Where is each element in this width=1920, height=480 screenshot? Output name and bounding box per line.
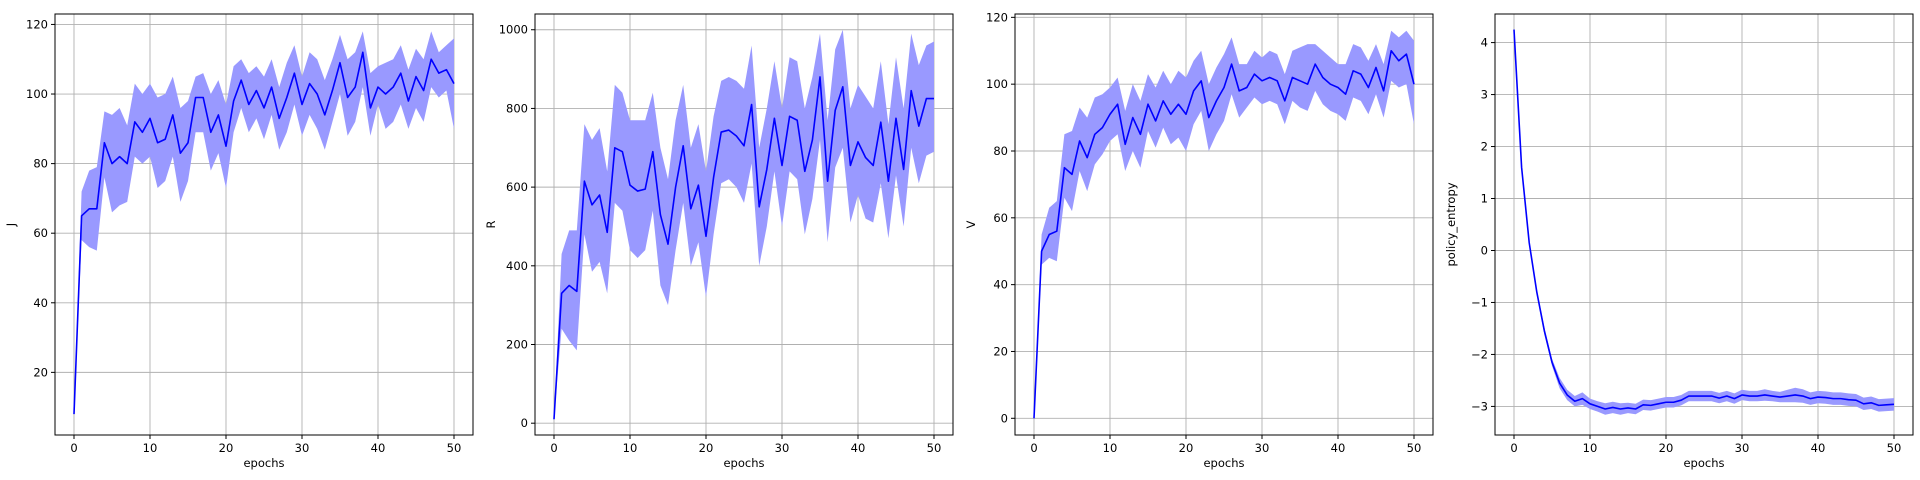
x-tick-label: 50	[447, 441, 462, 455]
plot-frame	[54, 13, 474, 436]
x-tick-label: 0	[1030, 441, 1037, 455]
x-tick-label: 50	[1407, 441, 1422, 455]
x-tick-label: 40	[1331, 441, 1346, 455]
y-tick-label: 100	[26, 87, 48, 101]
y-tick-label: 40	[993, 278, 1008, 292]
y-tick-label: 0	[1481, 243, 1488, 257]
y-tick-label: 200	[506, 338, 528, 352]
y-tick-label: 20	[33, 365, 48, 379]
x-tick-label: 20	[1179, 441, 1194, 455]
x-tick-label: 20	[699, 441, 714, 455]
y-tick-label: 40	[33, 296, 48, 310]
y-tick-label: −3	[1471, 399, 1488, 413]
plot-frame	[1494, 13, 1914, 436]
x-tick-label: 10	[623, 441, 638, 455]
x-axis-label: epochs	[723, 456, 764, 470]
plot-frame	[534, 13, 954, 436]
y-tick-label: 80	[993, 144, 1008, 158]
y-tick-label: 100	[986, 77, 1008, 91]
y-tick-label: 0	[1001, 411, 1008, 425]
x-axis-label: epochs	[1683, 456, 1724, 470]
x-tick-label: 40	[1811, 441, 1826, 455]
series-confidence-band	[1514, 29, 1894, 415]
series-confidence-band	[1034, 30, 1414, 419]
y-tick-label: 80	[33, 157, 48, 171]
x-tick-label: 30	[775, 441, 790, 455]
x-tick-label: 50	[927, 441, 942, 455]
y-tick-label: 60	[33, 226, 48, 240]
series-confidence-band	[74, 31, 454, 415]
x-tick-label: 10	[143, 441, 158, 455]
y-tick-label: 1000	[499, 23, 528, 37]
y-tick-label: 120	[986, 10, 1008, 24]
chart-4: 0 10 20 30 40 50 −3 −2 −1 0 1 2 3 4 epochs policy_entro…	[1444, 13, 1914, 470]
y-axis-label: policy_entropy	[1444, 182, 1458, 266]
y-tick-label: 3	[1481, 88, 1488, 102]
x-axis-label: epochs	[1203, 456, 1244, 470]
y-tick-label: 0	[521, 416, 528, 430]
series-line	[73, 51, 455, 415]
x-tick-label: 10	[1583, 441, 1598, 455]
series-line	[1033, 49, 1415, 419]
x-tick-label: 10	[1103, 441, 1118, 455]
x-tick-label: 20	[219, 441, 234, 455]
plot-frame	[1014, 13, 1434, 436]
x-tick-label: 0	[1510, 441, 1517, 455]
x-tick-label: 20	[1659, 441, 1674, 455]
y-tick-label: 400	[506, 259, 528, 273]
chart-1: 0 10 20 30 40 50 20 40 60 80 100 120 epochs J	[4, 13, 474, 470]
x-tick-label: 40	[371, 441, 386, 455]
chart-2: 0 10 20 30 40 50 0 200 400 600 800 1000 epochs R	[484, 13, 954, 470]
x-tick-label: 30	[295, 441, 310, 455]
x-tick-label: 30	[1255, 441, 1270, 455]
x-tick-label: 50	[1887, 441, 1902, 455]
y-tick-label: 600	[506, 180, 528, 194]
y-tick-label: −1	[1471, 295, 1488, 309]
y-axis-label: R	[484, 221, 498, 229]
y-tick-label: −2	[1471, 347, 1488, 361]
chart-3: 0 10 20 30 40 50 0 20 40 60 80 100 120 epochs V	[964, 10, 1434, 470]
x-tick-label: 0	[70, 441, 77, 455]
y-tick-label: 1	[1481, 192, 1488, 206]
y-tick-label: 60	[993, 211, 1008, 225]
series-line	[553, 76, 934, 420]
series-confidence-band	[554, 29, 934, 420]
y-axis-label: J	[4, 223, 18, 227]
x-tick-label: 0	[550, 441, 557, 455]
y-tick-label: 2	[1481, 140, 1488, 154]
x-tick-label: 40	[851, 441, 866, 455]
series-line	[1513, 29, 1895, 410]
y-axis-label: V	[964, 220, 978, 228]
y-tick-label: 800	[506, 101, 528, 115]
x-tick-label: 30	[1735, 441, 1750, 455]
x-axis-label: epochs	[243, 456, 284, 470]
y-tick-label: 4	[1481, 36, 1488, 50]
y-tick-label: 120	[26, 17, 48, 31]
y-tick-label: 20	[993, 344, 1008, 358]
